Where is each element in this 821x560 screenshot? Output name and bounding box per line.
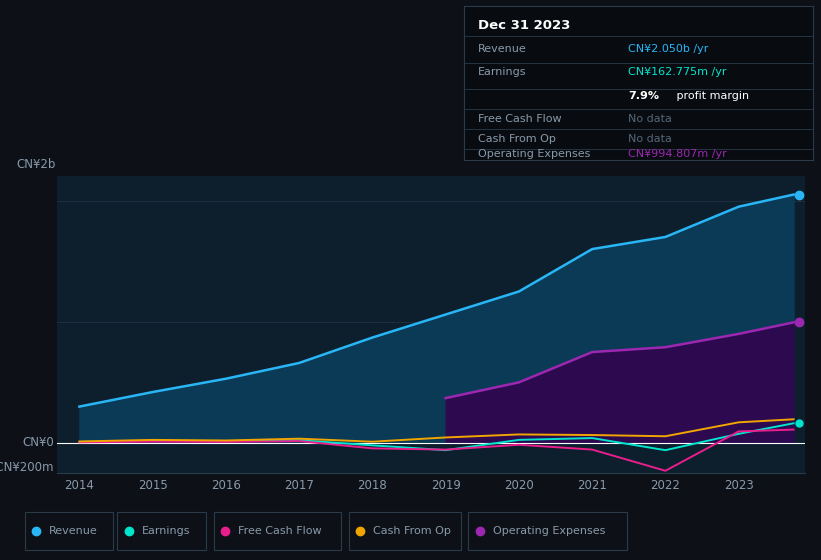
Text: Revenue: Revenue: [478, 44, 526, 54]
Text: Operating Expenses: Operating Expenses: [478, 149, 590, 159]
Text: Free Cash Flow: Free Cash Flow: [478, 114, 562, 124]
Text: Revenue: Revenue: [49, 526, 98, 535]
FancyBboxPatch shape: [349, 512, 461, 550]
FancyBboxPatch shape: [117, 512, 206, 550]
Text: Earnings: Earnings: [478, 67, 526, 77]
Text: CN¥0: CN¥0: [22, 436, 53, 450]
Text: Cash From Op: Cash From Op: [374, 526, 452, 535]
Text: Operating Expenses: Operating Expenses: [493, 526, 605, 535]
Text: Earnings: Earnings: [142, 526, 190, 535]
FancyBboxPatch shape: [468, 512, 626, 550]
Text: Dec 31 2023: Dec 31 2023: [478, 20, 571, 32]
Text: CN¥994.807m /yr: CN¥994.807m /yr: [628, 149, 727, 159]
Text: Free Cash Flow: Free Cash Flow: [238, 526, 322, 535]
FancyBboxPatch shape: [213, 512, 341, 550]
Text: 7.9%: 7.9%: [628, 91, 659, 101]
Text: CN¥2.050b /yr: CN¥2.050b /yr: [628, 44, 709, 54]
Text: No data: No data: [628, 134, 672, 144]
Text: CN¥162.775m /yr: CN¥162.775m /yr: [628, 67, 727, 77]
Text: Cash From Op: Cash From Op: [478, 134, 556, 144]
Text: profit margin: profit margin: [673, 91, 750, 101]
FancyBboxPatch shape: [25, 512, 113, 550]
Text: No data: No data: [628, 114, 672, 124]
Text: -CN¥200m: -CN¥200m: [0, 461, 53, 474]
Text: CN¥2b: CN¥2b: [16, 158, 56, 171]
